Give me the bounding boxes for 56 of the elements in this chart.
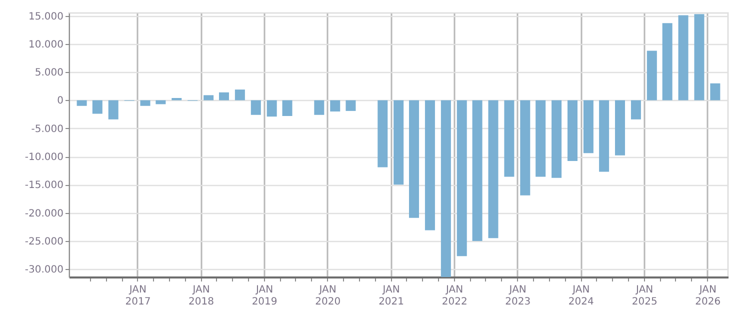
bar [662, 23, 672, 100]
bar [552, 100, 562, 178]
bar [615, 100, 626, 156]
y-tick-label: -10.000 [24, 152, 64, 164]
y-tick-label: -5.000 [31, 124, 64, 135]
bar [710, 83, 720, 100]
x-tick-label: JAN 2018 [188, 284, 214, 308]
bar [520, 100, 530, 196]
bar [456, 100, 467, 256]
x-tick-label: JAN 2021 [378, 284, 404, 308]
bar [646, 50, 657, 100]
bar [346, 100, 356, 111]
bar [250, 100, 261, 115]
x-tick-label: JAN 2024 [568, 284, 594, 308]
bar [409, 100, 420, 218]
x-tick-label: JAN 2023 [505, 284, 531, 308]
bar [156, 100, 166, 104]
y-tick-label: 15.000 [28, 11, 64, 22]
bar [140, 100, 150, 106]
x-tick-label: JAN 2020 [315, 284, 341, 308]
y-tick-label: 5.000 [34, 68, 64, 79]
y-tick-label: -25.000 [24, 236, 64, 248]
bar [567, 100, 578, 162]
y-tick-label: 0 [57, 96, 64, 107]
x-tick-label: JAN 2017 [125, 284, 151, 308]
bar [108, 100, 118, 120]
bar [330, 100, 340, 112]
bar [394, 100, 404, 185]
bar [234, 90, 245, 100]
bar [583, 100, 594, 154]
y-tick-label: -30.000 [24, 264, 64, 276]
bar [218, 92, 229, 100]
bar [472, 100, 482, 241]
y-tick-label: 10.000 [28, 39, 64, 50]
bar [314, 100, 324, 115]
bar [378, 100, 388, 168]
y-tick-label: -15.000 [24, 180, 64, 192]
bar [282, 100, 292, 116]
bar [504, 100, 514, 177]
bar [488, 100, 498, 238]
bar [694, 14, 704, 100]
bar [440, 100, 451, 277]
bar [76, 100, 87, 106]
x-tick-label: JAN 2026 [695, 284, 721, 308]
bar [266, 100, 277, 117]
x-tick-label: JAN 2022 [442, 284, 468, 308]
y-tick-label: -20.000 [24, 208, 64, 220]
bar [204, 95, 214, 100]
x-tick-label: JAN 2019 [252, 284, 278, 308]
bar [678, 15, 688, 100]
x-tick-label: JAN 2025 [632, 284, 658, 308]
bar [536, 100, 546, 177]
bar [630, 100, 641, 120]
bar [92, 100, 102, 114]
bar [424, 100, 435, 230]
bar [599, 100, 610, 172]
